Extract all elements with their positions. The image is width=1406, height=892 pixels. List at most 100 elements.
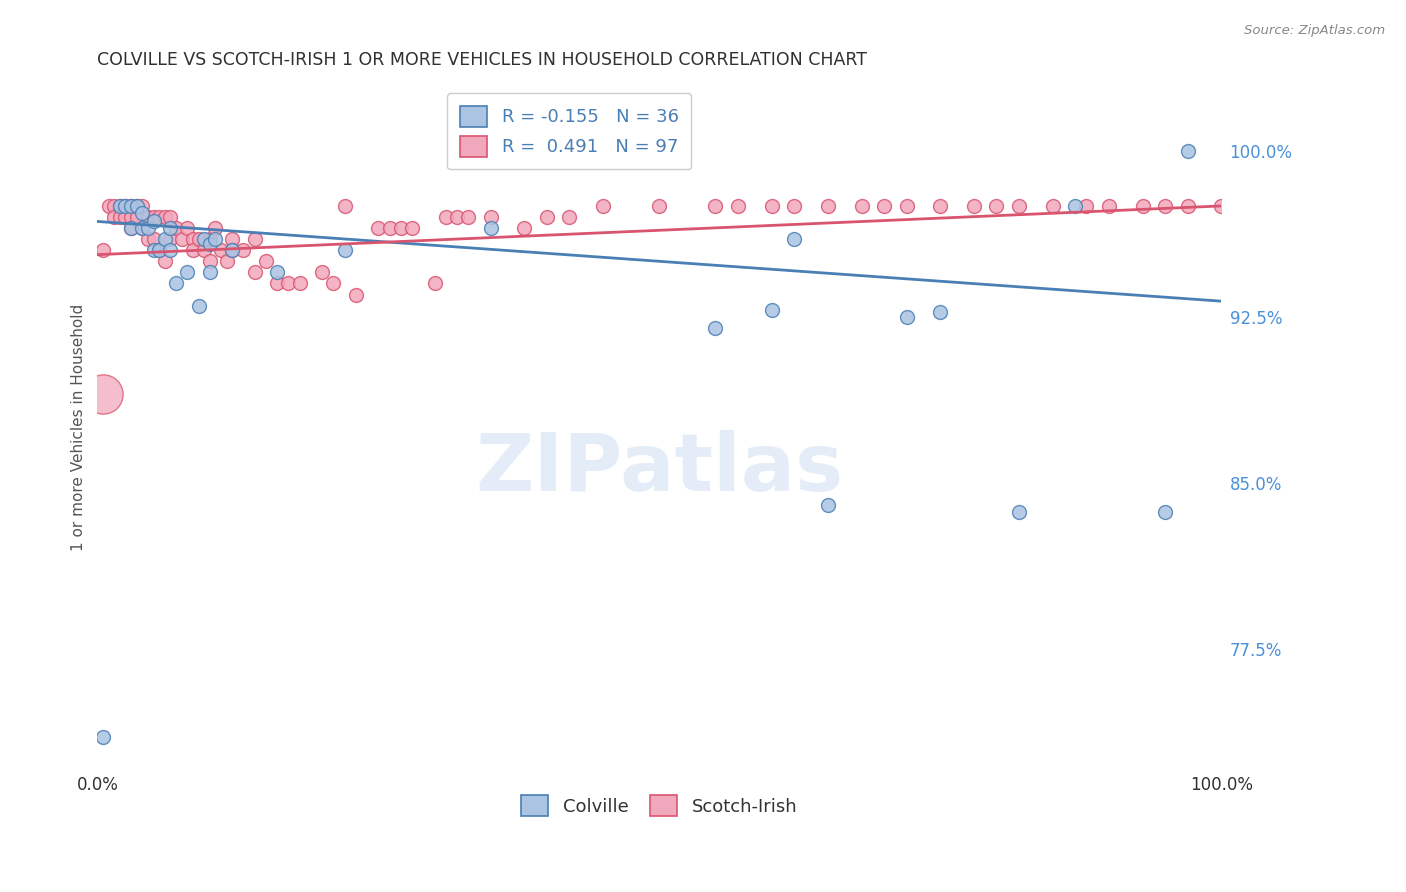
Point (434, 210, 457, 224)
Point (204, 232, 226, 246)
Point (761, 303, 783, 318)
Point (103, 199, 125, 213)
Point (367, 221, 389, 235)
Point (817, 199, 839, 213)
Point (1211, 199, 1233, 213)
Point (243, 265, 266, 279)
Point (181, 244, 204, 258)
Point (221, 244, 243, 258)
Point (1177, 144, 1199, 158)
Point (198, 236, 221, 251)
Point (108, 210, 131, 224)
Point (266, 277, 288, 291)
Point (389, 221, 412, 235)
Point (513, 221, 536, 235)
Point (1154, 199, 1177, 213)
Point (232, 244, 254, 258)
Point (142, 214, 165, 228)
Point (120, 210, 142, 224)
Point (114, 199, 136, 213)
Point (344, 287, 367, 301)
Point (120, 199, 142, 213)
Point (322, 277, 344, 291)
Point (153, 254, 176, 268)
Point (423, 277, 446, 291)
Point (148, 244, 170, 258)
Point (851, 199, 873, 213)
Point (1098, 199, 1121, 213)
Point (125, 199, 148, 213)
Point (148, 210, 170, 224)
Point (333, 199, 356, 213)
Point (131, 199, 153, 213)
Point (153, 210, 176, 224)
Point (120, 199, 142, 213)
Point (170, 232, 193, 246)
Point (181, 232, 204, 246)
Point (209, 244, 232, 258)
Point (277, 277, 299, 291)
Point (91, 244, 114, 258)
Point (536, 210, 558, 224)
Point (108, 199, 131, 213)
Point (896, 310, 918, 324)
Point (142, 232, 165, 246)
Point (1132, 199, 1154, 213)
Point (148, 244, 170, 258)
Point (266, 265, 288, 279)
Point (333, 244, 356, 258)
Point (479, 221, 502, 235)
Point (479, 210, 502, 224)
Point (193, 232, 215, 246)
Point (176, 265, 198, 279)
Point (131, 221, 153, 235)
Point (929, 305, 952, 319)
Point (457, 210, 479, 224)
Point (592, 199, 614, 213)
Point (103, 210, 125, 224)
Y-axis label: 1 or more Vehicles in Household: 1 or more Vehicles in Household (72, 304, 86, 551)
Point (198, 254, 221, 268)
Point (125, 199, 148, 213)
Point (136, 221, 159, 235)
Point (91, 731, 114, 745)
Point (1008, 199, 1031, 213)
Point (648, 199, 671, 213)
Point (91, 387, 114, 401)
Point (131, 221, 153, 235)
Point (131, 205, 153, 219)
Point (136, 232, 159, 246)
Point (215, 254, 238, 268)
Point (142, 244, 165, 258)
Point (963, 199, 986, 213)
Point (193, 244, 215, 258)
Point (97, 199, 120, 213)
Point (873, 199, 896, 213)
Point (558, 210, 581, 224)
Point (378, 221, 401, 235)
Point (1177, 199, 1199, 213)
Text: Source: ZipAtlas.com: Source: ZipAtlas.com (1244, 24, 1385, 37)
Point (817, 498, 839, 512)
Point (1076, 199, 1098, 213)
Point (1042, 199, 1064, 213)
Point (783, 232, 806, 246)
Point (153, 232, 176, 246)
Point (176, 221, 198, 235)
Point (114, 199, 136, 213)
Point (727, 199, 749, 213)
Point (986, 199, 1008, 213)
Point (198, 232, 221, 246)
Point (165, 221, 187, 235)
Point (783, 199, 806, 213)
Point (704, 320, 727, 334)
Point (120, 221, 142, 235)
Point (896, 199, 918, 213)
Point (221, 232, 243, 246)
Point (142, 210, 165, 224)
Point (198, 265, 221, 279)
Point (159, 210, 181, 224)
Point (165, 277, 187, 291)
Point (159, 232, 181, 246)
Point (1154, 505, 1177, 519)
